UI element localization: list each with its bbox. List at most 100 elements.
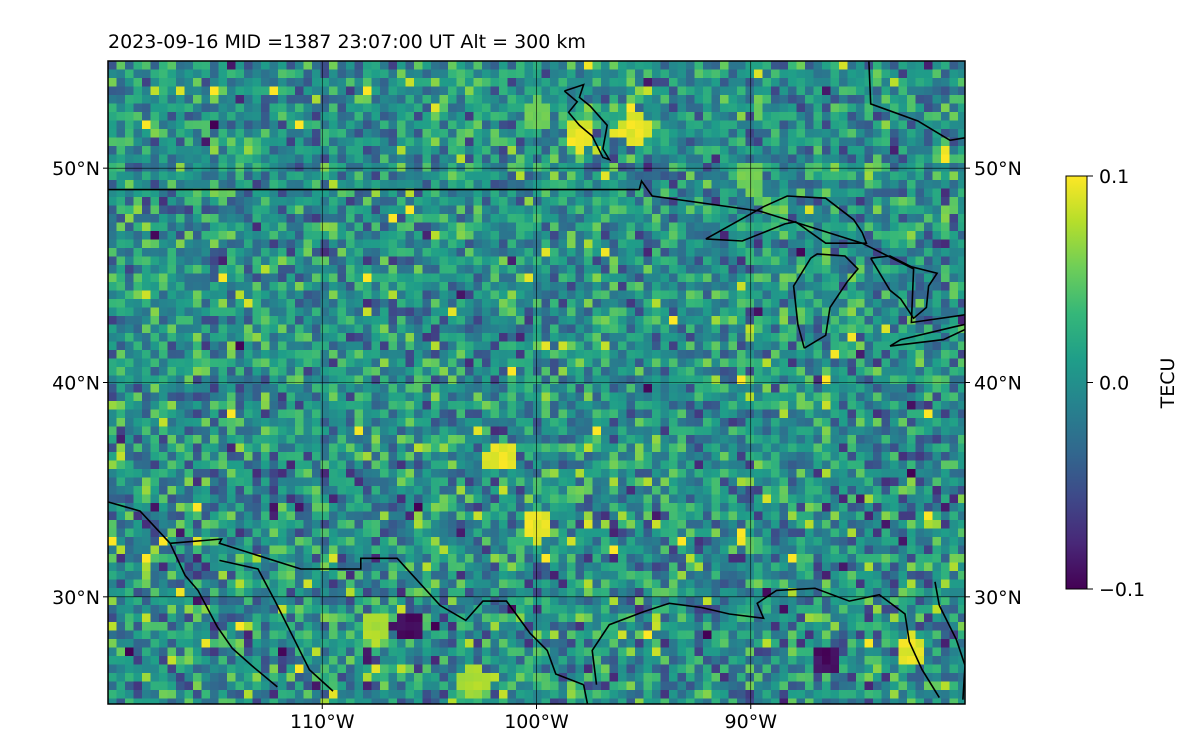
heatmap-cell	[125, 265, 135, 275]
heatmap-cell	[422, 103, 432, 113]
heatmap-cell	[847, 273, 857, 283]
heatmap-cell	[150, 154, 160, 164]
heatmap-cell	[405, 367, 415, 377]
heatmap-cell	[448, 86, 458, 96]
heatmap-cell	[711, 426, 721, 436]
heatmap-cell	[380, 316, 390, 326]
heatmap-cell	[167, 282, 177, 292]
heatmap-cell	[448, 205, 458, 215]
heatmap-cell	[252, 61, 262, 71]
heatmap-cell	[329, 256, 339, 266]
heatmap-cell	[473, 333, 483, 343]
heatmap-cell	[329, 324, 339, 334]
heatmap-cell	[558, 188, 568, 198]
heatmap-cell	[439, 248, 449, 258]
heatmap-cell	[397, 307, 407, 317]
heatmap-cell	[354, 350, 364, 360]
heatmap-cell	[473, 375, 483, 385]
heatmap-cell	[669, 401, 679, 411]
heatmap-cell	[159, 401, 169, 411]
heatmap-cell	[108, 188, 118, 198]
heatmap-cell	[210, 248, 220, 258]
heatmap-cell	[788, 137, 798, 147]
heatmap-cell	[473, 214, 483, 224]
heatmap-cell	[482, 341, 492, 351]
heatmap-cell	[193, 375, 203, 385]
heatmap-cell	[312, 86, 322, 96]
heatmap-cell	[728, 146, 738, 156]
heatmap-cell	[312, 469, 322, 479]
heatmap-cell	[550, 307, 560, 317]
heatmap-cell	[312, 409, 322, 419]
heatmap-cell	[431, 290, 441, 300]
heatmap-cell	[235, 239, 245, 249]
heatmap-cell	[490, 146, 500, 156]
heatmap-cell	[295, 409, 305, 419]
heatmap-cell	[337, 469, 347, 479]
heatmap-cell	[380, 146, 390, 156]
heatmap-cell	[941, 137, 951, 147]
heatmap-cell	[422, 95, 432, 105]
heatmap-cell	[609, 137, 619, 147]
heatmap-cell	[609, 197, 619, 207]
heatmap-cell	[686, 333, 696, 343]
heatmap-cell	[890, 426, 900, 436]
heatmap-cell	[805, 358, 815, 368]
heatmap-cell	[490, 205, 500, 215]
heatmap-cell	[295, 392, 305, 402]
heatmap-cell	[822, 316, 832, 326]
heatmap-cell	[839, 69, 849, 79]
heatmap-cell	[244, 401, 254, 411]
heatmap-cell	[864, 86, 874, 96]
heatmap-cell	[541, 239, 551, 249]
heatmap-cell	[456, 180, 466, 190]
heatmap-cell	[720, 205, 730, 215]
heatmap-cell	[286, 367, 296, 377]
heatmap-cell	[371, 86, 381, 96]
heatmap-cell	[133, 180, 143, 190]
heatmap-cell	[703, 384, 713, 394]
heatmap-cell	[278, 188, 288, 198]
heatmap-cell	[949, 443, 959, 453]
heatmap-cell	[924, 248, 934, 258]
heatmap-cell	[898, 188, 908, 198]
heatmap-cell	[499, 443, 509, 453]
heatmap-cell	[150, 477, 160, 487]
heatmap-cell	[329, 103, 339, 113]
heatmap-cell	[312, 375, 322, 385]
heatmap-cell	[456, 460, 466, 470]
heatmap-cell	[779, 307, 789, 317]
heatmap-cell	[652, 290, 662, 300]
heatmap-cell	[261, 384, 271, 394]
heatmap-cell	[924, 299, 934, 309]
heatmap-cell	[813, 171, 823, 181]
heatmap-cell	[813, 333, 823, 343]
heatmap-cell	[779, 324, 789, 334]
heatmap-cell	[839, 214, 849, 224]
heatmap-cell	[116, 350, 126, 360]
heatmap-cell	[652, 180, 662, 190]
heatmap-cell	[414, 248, 424, 258]
heatmap-cell	[762, 137, 772, 147]
heatmap-cell	[286, 401, 296, 411]
heatmap-cell	[660, 78, 670, 88]
heatmap-cell	[567, 435, 577, 445]
heatmap-cell	[618, 205, 628, 215]
heatmap-cell	[898, 69, 908, 79]
heatmap-cell	[380, 95, 390, 105]
heatmap-cell	[516, 273, 526, 283]
heatmap-cell	[210, 197, 220, 207]
heatmap-cell	[533, 163, 543, 173]
heatmap-cell	[320, 188, 330, 198]
heatmap-cell	[694, 256, 704, 266]
heatmap-cell	[856, 129, 866, 139]
heatmap-cell	[108, 477, 118, 487]
heatmap-cell	[448, 435, 458, 445]
heatmap-cell	[728, 171, 738, 181]
heatmap-cell	[822, 409, 832, 419]
heatmap-cell	[873, 409, 883, 419]
heatmap-cell	[303, 256, 313, 266]
heatmap-cell	[830, 163, 840, 173]
heatmap-cell	[346, 95, 356, 105]
heatmap-cell	[303, 222, 313, 232]
